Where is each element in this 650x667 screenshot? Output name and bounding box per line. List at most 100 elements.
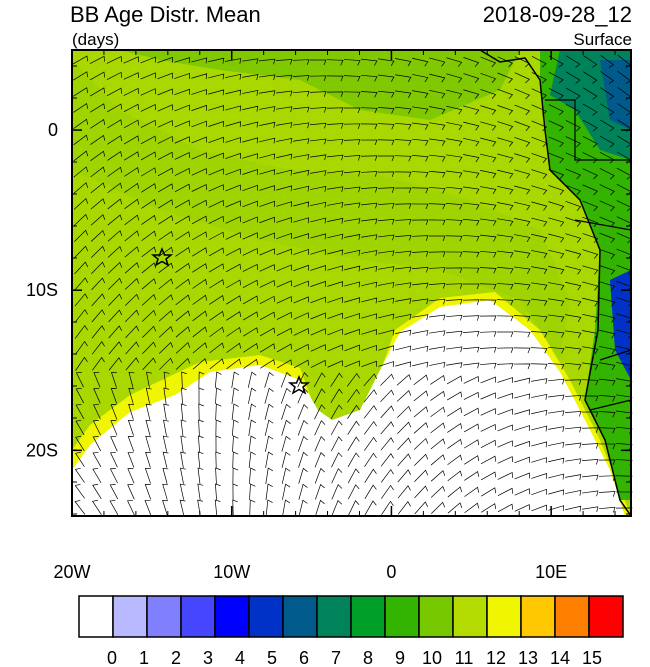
wind-barb <box>445 314 463 321</box>
wind-barb <box>92 420 101 436</box>
colorbar: 0 1 2 3 4 5 6 7 8 9 10 11 12 13 14 15 <box>78 595 624 667</box>
wind-barb <box>565 103 581 116</box>
field-patch <box>120 50 520 120</box>
wind-barb <box>497 503 514 513</box>
wind-barb <box>73 102 89 113</box>
wind-barb <box>175 326 191 338</box>
wind-barb <box>225 105 242 112</box>
wind-barb <box>377 107 395 114</box>
wind-barb <box>412 138 429 146</box>
wind-barb <box>298 435 308 452</box>
wind-barb <box>180 419 187 436</box>
wind-barb <box>343 59 361 66</box>
wind-barb <box>395 313 412 320</box>
wind-barb <box>378 234 395 241</box>
wind-barb <box>344 344 360 352</box>
wind-barb <box>462 267 480 274</box>
wind-barb <box>140 104 156 112</box>
wind-barb <box>292 90 310 97</box>
map-field <box>72 49 633 517</box>
wind-barb <box>276 327 292 337</box>
wind-barb <box>446 362 463 369</box>
wind-barb <box>446 391 463 401</box>
wind-barb <box>462 283 480 290</box>
wind-barb <box>163 403 170 420</box>
wind-barb <box>140 135 156 145</box>
wind-barb <box>208 263 225 273</box>
wind-barb <box>360 171 378 177</box>
wind-barb <box>124 277 140 290</box>
wind-barb <box>163 419 169 436</box>
wind-barb <box>281 403 291 420</box>
wind-barb <box>497 408 513 416</box>
wind-barb <box>192 278 208 289</box>
wind-barb <box>247 371 257 388</box>
wind-barb <box>93 372 101 388</box>
wind-barb <box>174 199 191 209</box>
wind-barb <box>347 404 360 419</box>
wind-barb <box>531 473 547 479</box>
wind-barb <box>599 168 615 180</box>
wind-barb <box>348 500 360 516</box>
wind-barb <box>497 121 514 131</box>
level: Surface <box>573 30 632 49</box>
wind-barb <box>446 57 463 67</box>
wind-barb <box>581 379 599 386</box>
wind-barb <box>344 186 361 193</box>
wind-barb <box>141 294 157 306</box>
wind-barb <box>462 251 480 258</box>
wind-barb <box>480 153 497 163</box>
wind-barb <box>531 217 548 227</box>
wind-barb <box>158 230 174 241</box>
wind-barb <box>548 266 565 275</box>
wind-barb <box>513 298 531 306</box>
wind-barb <box>259 106 276 112</box>
wind-barb <box>531 266 548 275</box>
wind-barb <box>157 72 173 80</box>
wind-barb <box>582 119 598 132</box>
wind-barb <box>314 404 326 420</box>
wind-barb <box>109 468 118 484</box>
wind-barb <box>259 295 275 304</box>
wind-barb <box>225 200 241 208</box>
wind-barb <box>548 378 565 385</box>
wind-barb <box>73 87 89 97</box>
wind-barb <box>265 483 273 500</box>
wind-barb <box>264 371 274 388</box>
wind-barb <box>514 425 531 431</box>
wind-barb <box>548 217 565 227</box>
wind-barb <box>360 107 378 114</box>
wind-barb <box>396 374 412 386</box>
wind-barb <box>174 104 190 112</box>
wind-barb <box>462 299 480 305</box>
wind-barb <box>326 75 344 82</box>
wind-barb <box>243 327 259 337</box>
wind-barb <box>531 120 548 132</box>
wind-barb <box>531 282 548 290</box>
wind-barb <box>480 137 497 147</box>
wind-barb <box>429 361 446 368</box>
wind-barb <box>330 420 343 436</box>
wind-barb <box>326 123 344 129</box>
wind-barb <box>276 248 292 256</box>
wind-barb <box>381 500 394 515</box>
wind-barb <box>548 314 565 322</box>
wind-barb <box>531 72 547 84</box>
wind-barb <box>548 136 564 148</box>
wind-barb <box>175 262 191 273</box>
wind-barb <box>208 73 225 80</box>
wind-barb <box>463 186 480 194</box>
wind-barb <box>145 403 152 420</box>
wind-barb <box>480 423 496 432</box>
wind-barb <box>225 247 241 256</box>
wind-barb <box>548 120 564 132</box>
wind-barb <box>225 73 242 80</box>
wind-barb <box>446 346 463 353</box>
wind-barb <box>209 310 225 321</box>
wind-barb <box>378 345 395 352</box>
wind-barb <box>226 358 242 370</box>
wind-barb <box>600 54 615 68</box>
wind-barb <box>496 299 514 306</box>
wind-barb <box>531 185 548 195</box>
wind-barb <box>141 262 157 274</box>
